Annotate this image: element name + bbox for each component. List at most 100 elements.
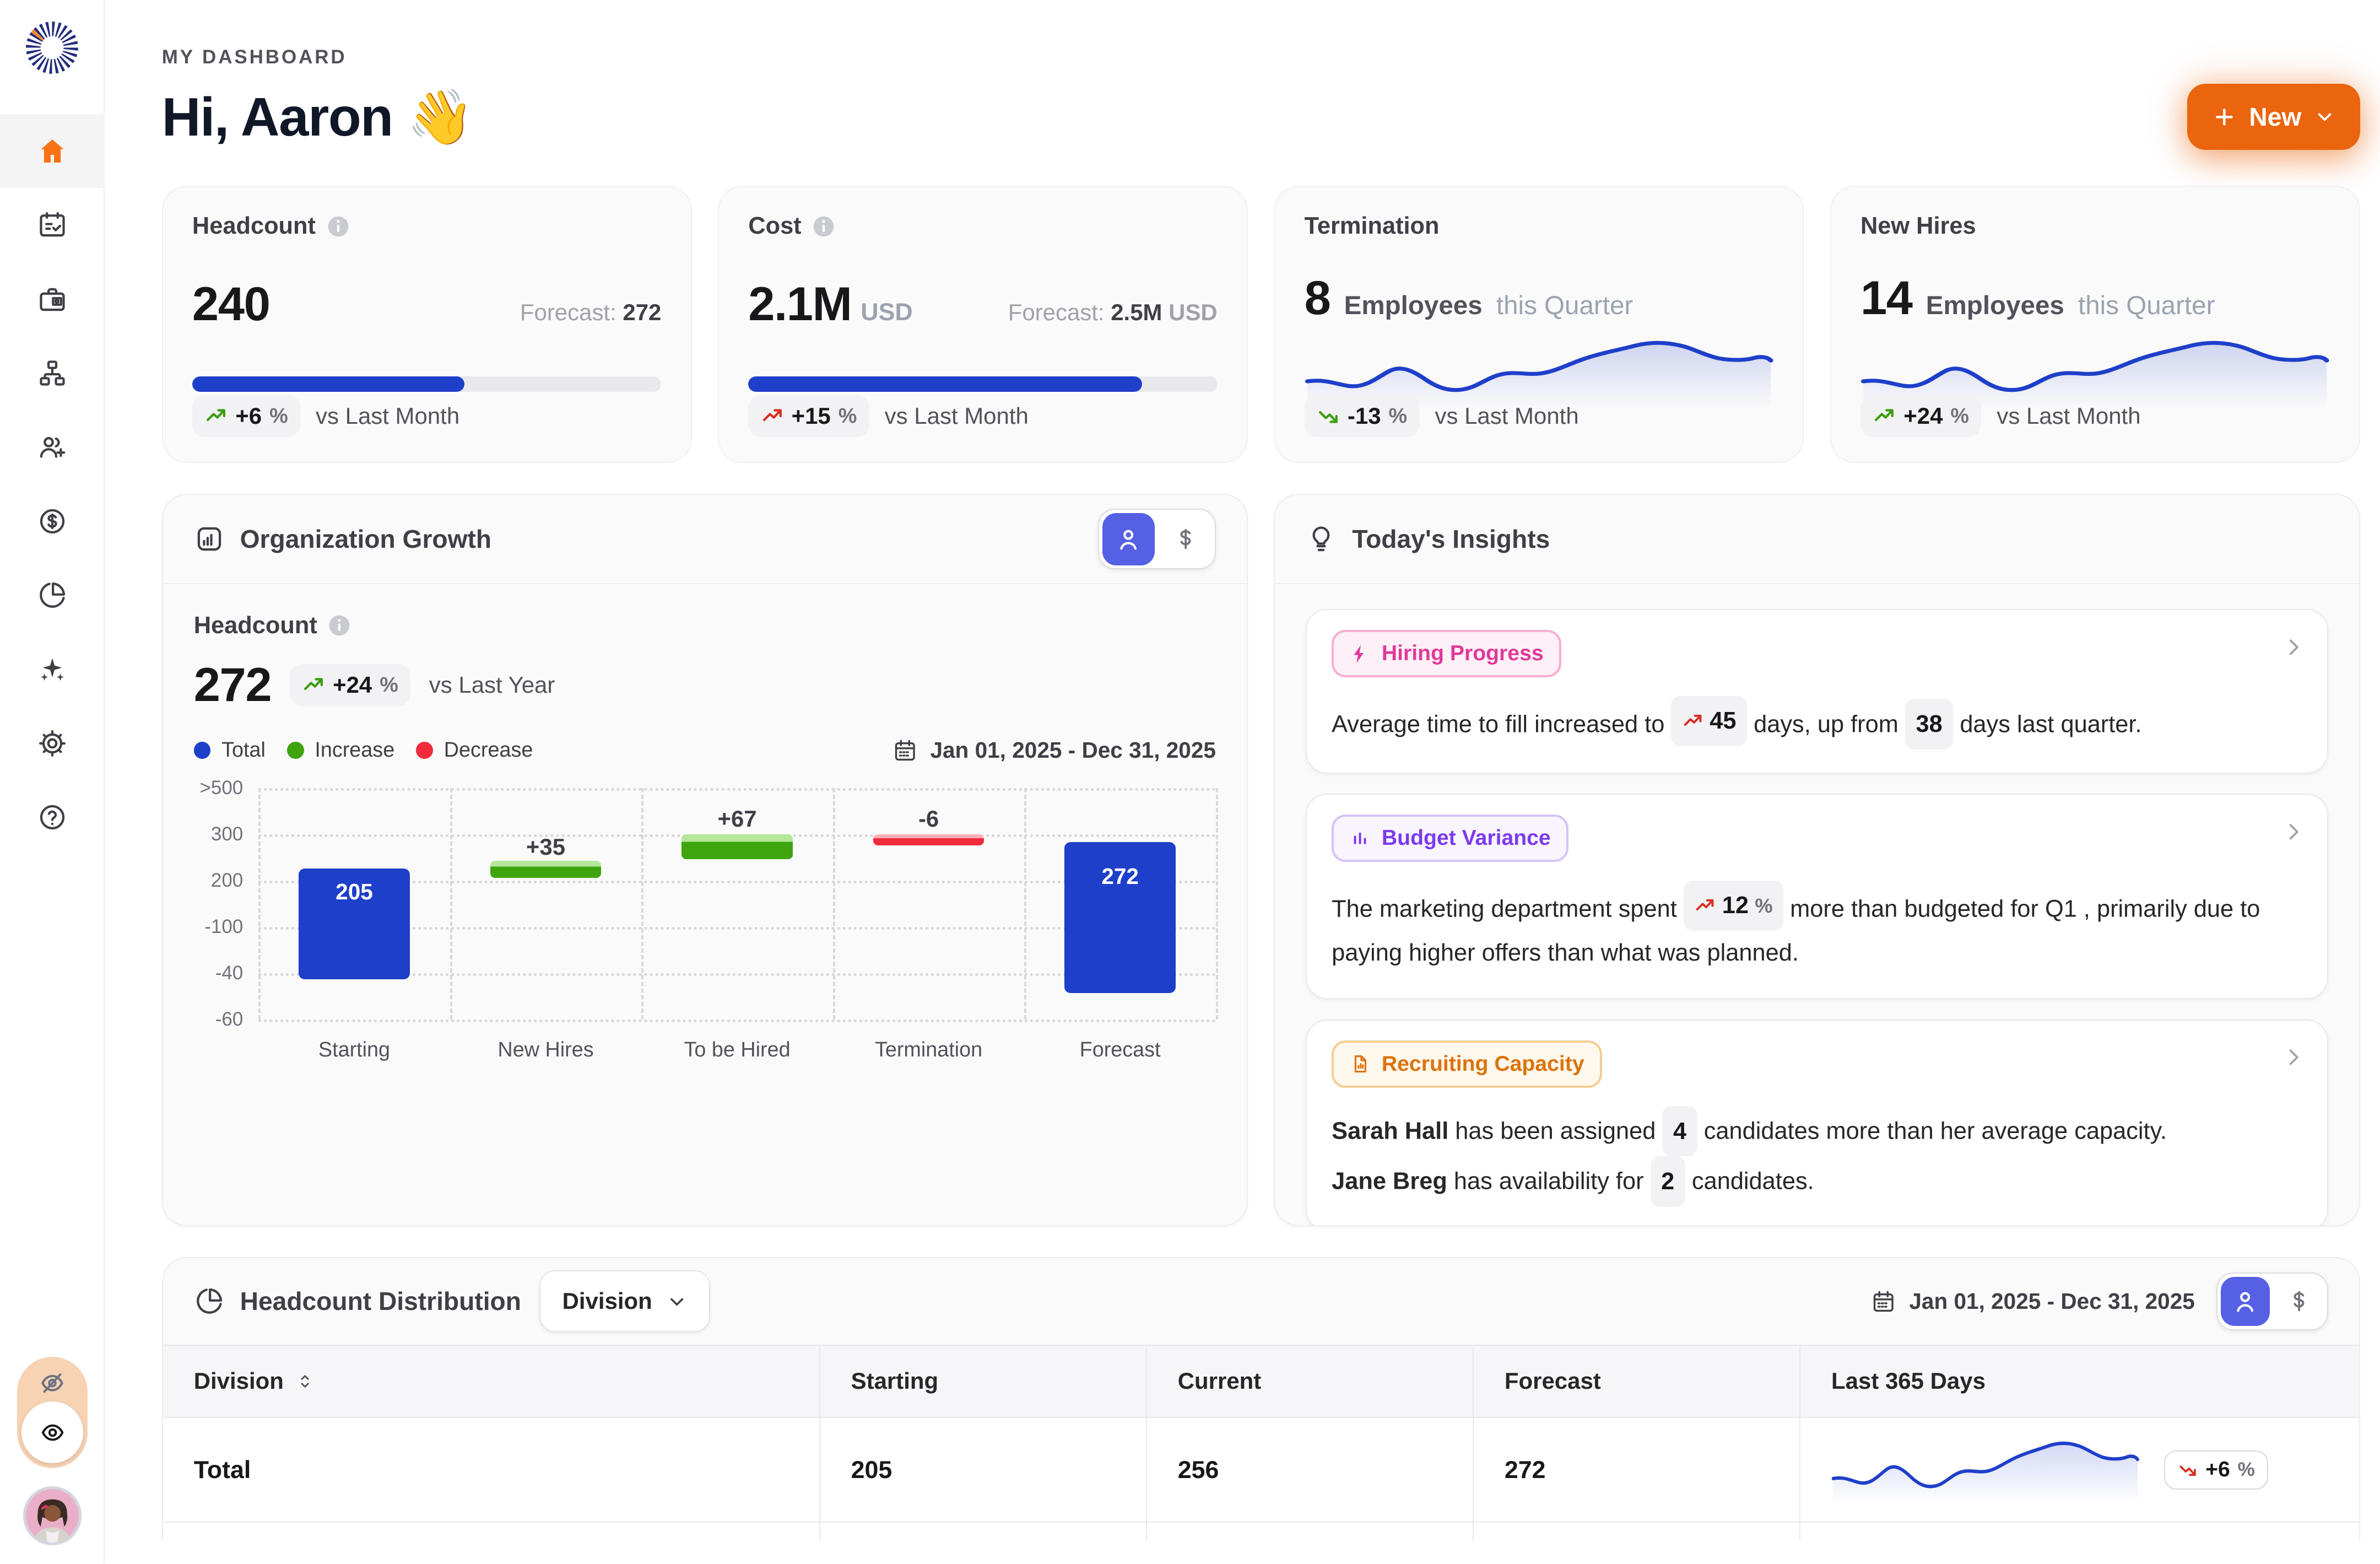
sidebar-item-recruiting[interactable] xyxy=(0,410,105,484)
sidebar-item-positions[interactable] xyxy=(0,262,105,336)
sort-icon[interactable] xyxy=(294,1371,316,1392)
delta-badge: +15% xyxy=(748,395,869,438)
home-icon xyxy=(41,139,64,163)
chevron-right-icon[interactable] xyxy=(2281,819,2306,844)
column-division[interactable]: Division xyxy=(163,1344,820,1419)
delta-badge: -13% xyxy=(1304,395,1420,438)
row-sparkline xyxy=(1831,1441,2139,1504)
insight-text: Average time to fill increased to 45 day… xyxy=(1332,695,2302,749)
column-last-365[interactable]: Last 365 Days xyxy=(1799,1344,2359,1419)
todays-insights-panel: Today's Insights Hiring Progress Average… xyxy=(1274,494,2360,1227)
sidebar-item-reports[interactable] xyxy=(0,558,105,632)
chevron-down-icon xyxy=(670,1298,684,1306)
headcount-view-button[interactable] xyxy=(2220,1276,2270,1326)
date-range[interactable]: Jan 01, 2025 - Dec 31, 2025 xyxy=(1870,1288,2195,1315)
dollar-coin-icon xyxy=(40,509,65,533)
kpi-card-new-hires[interactable]: New Hires 14 Employees this Quarter +24%… xyxy=(1830,185,2360,463)
insight-card-budget-variance[interactable]: Budget Variance The marketing department… xyxy=(1306,794,2328,1000)
bar-termination[interactable] xyxy=(873,834,985,845)
bar-new-hires[interactable] xyxy=(490,860,602,878)
column-current[interactable]: Current xyxy=(1145,1344,1473,1419)
metric-view-toggle xyxy=(2216,1272,2328,1330)
sidebar-item-settings[interactable] xyxy=(0,706,105,780)
sidebar-item-help[interactable] xyxy=(0,780,105,854)
info-icon[interactable] xyxy=(327,215,350,238)
trend-up-icon xyxy=(304,678,323,691)
briefcase-icon xyxy=(40,288,65,311)
sidebar-item-home[interactable] xyxy=(0,114,105,188)
gear-icon xyxy=(39,730,66,757)
bar-chart-icon xyxy=(1354,832,1366,844)
eye-off-icon[interactable] xyxy=(38,1368,67,1397)
insight-card-recruiting-capacity[interactable]: Recruiting Capacity Sarah Hall has been … xyxy=(1306,1019,2328,1226)
legend-dot-decrease xyxy=(416,742,434,759)
pie-chart-icon xyxy=(40,582,66,608)
legend-dot-total xyxy=(193,742,211,759)
kpi-card-headcount[interactable]: Headcount 240 Forecast: 272 +6% vs Last … xyxy=(161,185,692,463)
sidebar-item-planning[interactable] xyxy=(0,188,105,262)
sidebar-item-compensation[interactable] xyxy=(0,484,105,558)
user-avatar[interactable] xyxy=(23,1486,82,1545)
chevron-right-icon[interactable] xyxy=(2281,635,2306,660)
kpi-card-cost[interactable]: Cost 2.1M USD Forecast: 2.5M USD +15% vs … xyxy=(718,185,1248,463)
sidebar-item-ai[interactable] xyxy=(0,632,105,706)
insight-card-hiring-progress[interactable]: Hiring Progress Average time to fill inc… xyxy=(1306,609,2328,774)
trend-up-icon xyxy=(207,409,226,422)
main-content: MY DASHBOARD Hi, Aaron 👋 New Headcount 2… xyxy=(105,0,2380,1563)
chevron-right-icon[interactable] xyxy=(2281,1045,2306,1070)
kpi-value: 14 xyxy=(1860,271,1913,325)
person-icon xyxy=(2237,1292,2254,1312)
page-title: Hi, Aaron 👋 xyxy=(161,86,474,147)
eye-icon[interactable] xyxy=(21,1401,84,1464)
info-icon[interactable] xyxy=(812,215,835,238)
sidebar xyxy=(0,0,105,1564)
chart-legend: Total Increase Decrease xyxy=(193,738,533,762)
group-by-dropdown[interactable]: Division xyxy=(539,1270,711,1333)
company-sunburst-logo[interactable] xyxy=(25,21,78,74)
kpi-forecast: Forecast: 272 xyxy=(520,299,662,326)
lightning-icon xyxy=(1354,645,1364,663)
new-button[interactable]: New xyxy=(2187,83,2360,150)
table-row-total[interactable]: Total 205 256 272 xyxy=(163,1417,2359,1523)
bar-to-be-hired[interactable] xyxy=(681,834,793,860)
pie-chart-icon xyxy=(196,1288,222,1314)
dollar-icon xyxy=(1180,528,1191,549)
chevron-down-icon xyxy=(2318,113,2331,121)
sparkles-icon xyxy=(41,658,64,681)
row-delta-badge: +6% xyxy=(2164,1450,2269,1490)
org-chart-icon xyxy=(40,360,65,386)
insight-text: The marketing department spent 12% more … xyxy=(1332,880,2302,975)
breadcrumb: MY DASHBOARD xyxy=(161,46,347,68)
date-range[interactable]: Jan 01, 2025 - Dec 31, 2025 xyxy=(892,737,1216,764)
budget-variance-badge: Budget Variance xyxy=(1332,815,1568,862)
kpi-value: 240 xyxy=(192,277,271,331)
kpi-forecast: Forecast: 2.5M USD xyxy=(1008,299,1218,326)
delta-badge: +24% xyxy=(289,664,411,707)
trend-down-icon xyxy=(1319,411,1338,423)
table-row-partial[interactable] xyxy=(163,1522,2359,1541)
sidebar-nav xyxy=(0,114,105,854)
column-forecast[interactable]: Forecast xyxy=(1472,1344,1800,1419)
document-icon xyxy=(1355,1055,1367,1073)
info-icon[interactable] xyxy=(328,614,351,637)
trend-up-icon xyxy=(1875,409,1894,422)
bar-starting[interactable]: 205 xyxy=(299,868,410,980)
plus-icon xyxy=(2216,108,2233,126)
kpi-card-termination[interactable]: Termination 8 Employees this Quarter -13… xyxy=(1274,185,1804,463)
help-icon xyxy=(40,805,65,829)
kpi-row: Headcount 240 Forecast: 272 +6% vs Last … xyxy=(161,185,2360,463)
cost-view-button[interactable] xyxy=(2275,1277,2324,1326)
bar-forecast[interactable]: 272 xyxy=(1064,842,1176,994)
bar-chart-icon xyxy=(197,527,221,551)
headcount-view-button[interactable] xyxy=(1102,513,1155,565)
column-starting[interactable]: Starting xyxy=(819,1344,1146,1419)
distribution-table: Division Starting Current Forecast Last … xyxy=(163,1344,2359,1541)
trend-up-icon xyxy=(1684,714,1702,726)
wave-emoji: 👋 xyxy=(407,86,474,147)
cost-view-button[interactable] xyxy=(1159,513,1211,565)
recruiting-capacity-badge: Recruiting Capacity xyxy=(1332,1040,1602,1088)
visibility-toggle[interactable] xyxy=(17,1357,88,1468)
sidebar-item-org-chart[interactable] xyxy=(0,336,105,410)
cost-progress-bar xyxy=(748,376,1218,392)
table-header-row: Division Starting Current Forecast Last … xyxy=(163,1344,2359,1419)
